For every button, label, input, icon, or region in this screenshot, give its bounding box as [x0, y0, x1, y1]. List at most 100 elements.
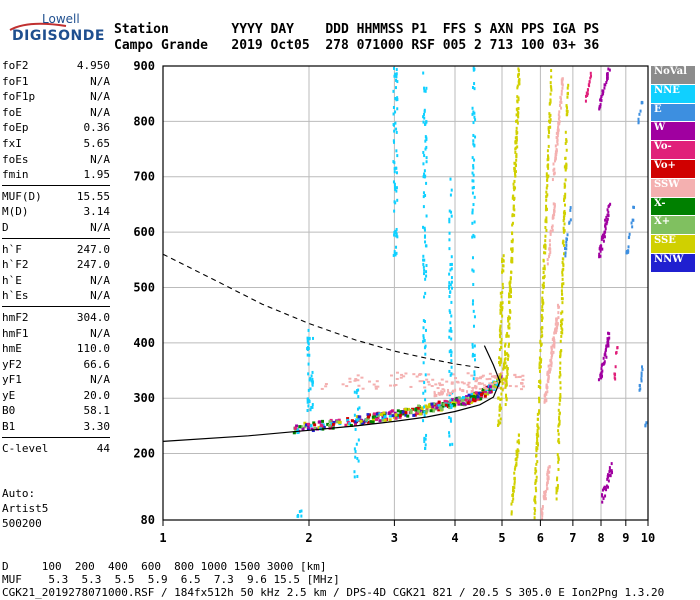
echo-point: [514, 147, 517, 151]
footer-muf: MUF 5.3 5.3 5.5 5.9 6.5 7.3 9.6 15.5 [MH…: [2, 573, 340, 586]
echo-point: [560, 334, 563, 338]
echo-point: [536, 443, 539, 447]
echo-point: [488, 385, 492, 389]
echo-point: [434, 383, 438, 386]
echo-point: [564, 254, 567, 258]
echo-point: [498, 348, 501, 352]
echo-point: [471, 268, 474, 272]
param-divider: [2, 237, 110, 239]
echo-point: [395, 189, 398, 193]
echo-point: [409, 408, 413, 412]
echo-point: [504, 357, 507, 361]
echo-point: [561, 301, 564, 305]
echo-point: [564, 167, 567, 171]
echo-point: [601, 374, 604, 378]
echo-point: [348, 422, 352, 426]
echo-point: [412, 413, 416, 417]
echo-point: [471, 191, 474, 195]
echo-point: [393, 74, 396, 78]
echo-point: [503, 366, 506, 370]
echo-point: [639, 109, 642, 113]
echo-point: [425, 86, 428, 90]
echo-point: [441, 404, 445, 408]
echo-point: [505, 364, 508, 368]
echo-point: [450, 210, 453, 214]
echo-point: [467, 385, 471, 388]
echo-point: [546, 477, 549, 481]
echo-point: [425, 181, 428, 185]
echo-point: [504, 342, 507, 346]
echo-point: [607, 210, 610, 214]
echo-point: [471, 302, 474, 306]
echo-point: [541, 507, 544, 511]
echo-point: [535, 447, 538, 451]
echo-point: [457, 401, 461, 405]
echo-point: [355, 415, 359, 419]
echo-point: [589, 71, 592, 75]
echo-point: [371, 420, 375, 424]
echo-point: [561, 292, 564, 296]
echo-point: [547, 475, 550, 479]
echo-point: [292, 431, 296, 435]
echo-point: [606, 217, 609, 221]
echo-point: [611, 471, 614, 475]
echo-point: [607, 479, 610, 483]
echo-point: [627, 250, 630, 254]
echo-point: [605, 222, 608, 226]
echo-point: [608, 336, 611, 340]
echo-point: [511, 221, 514, 225]
echo-point: [604, 227, 607, 231]
echo-point: [560, 322, 563, 326]
echo-point: [423, 320, 426, 324]
echo-point: [545, 172, 548, 176]
echo-point: [474, 135, 477, 139]
echo-point: [560, 97, 563, 101]
echo-point: [324, 385, 328, 388]
echo-point: [513, 486, 516, 490]
echo-point: [562, 229, 565, 233]
echo-point: [394, 201, 397, 205]
echo-point: [600, 237, 603, 241]
echo-point: [606, 477, 609, 481]
echo-point: [553, 172, 556, 176]
echo-point: [599, 103, 602, 107]
echo-point: [396, 198, 399, 202]
echo-point: [606, 343, 609, 347]
echo-point: [518, 441, 521, 445]
echo-point: [454, 388, 457, 392]
x-tick-label: 8: [597, 531, 604, 545]
param-name: h`Es: [2, 289, 29, 303]
echo-point: [450, 359, 453, 363]
param-row: B1 3.30: [2, 419, 110, 435]
echo-point: [471, 397, 475, 401]
echo-point: [394, 96, 397, 100]
echo-point: [473, 220, 476, 224]
echo-point: [471, 235, 474, 239]
echo-point: [317, 426, 321, 430]
echo-point: [346, 417, 350, 421]
echo-point: [535, 478, 538, 482]
echo-point: [550, 354, 553, 358]
echo-point: [557, 408, 560, 412]
echo-point: [383, 413, 387, 417]
echo-point: [394, 413, 398, 417]
echo-point: [546, 258, 549, 262]
echo-point: [553, 167, 556, 171]
echo-point: [480, 375, 484, 378]
echo-point: [565, 139, 568, 143]
echo-point: [550, 348, 553, 352]
echo-point: [513, 476, 516, 480]
echo-point: [472, 309, 475, 313]
echo-point: [460, 399, 464, 403]
echo-point: [353, 470, 356, 474]
param-row: h`F2 247.0: [2, 257, 110, 273]
echo-point: [565, 109, 568, 113]
echo-point: [311, 405, 314, 409]
echo-point: [554, 328, 557, 332]
echo-point: [450, 314, 453, 318]
echo-point: [451, 398, 455, 402]
echo-point: [395, 371, 399, 374]
echo-point: [565, 240, 568, 244]
echo-point: [398, 414, 402, 418]
echo-point: [536, 460, 539, 464]
